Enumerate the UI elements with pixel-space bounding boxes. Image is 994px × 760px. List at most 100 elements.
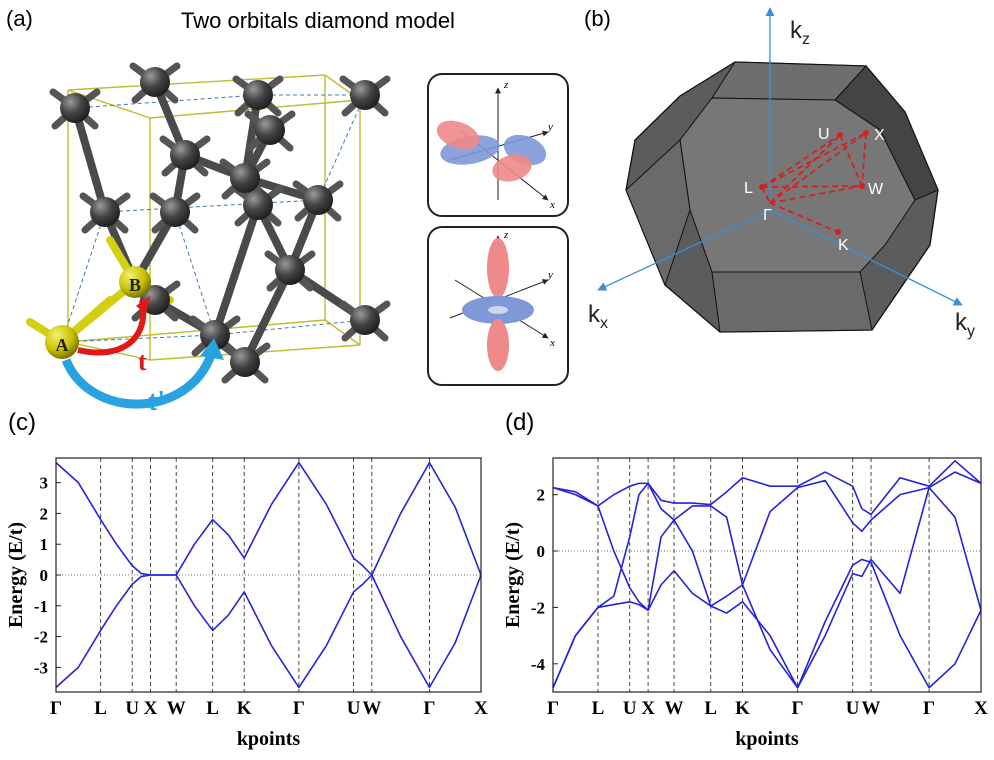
x-tick-label: Γ xyxy=(923,698,935,719)
x-tick-label: L xyxy=(592,698,605,719)
x-tick-label: U xyxy=(846,698,860,719)
x-tick-label: K xyxy=(237,698,252,719)
y-tick-label: 0 xyxy=(40,566,49,585)
y-tick-label: -1 xyxy=(34,597,48,616)
y-tick-label: -2 xyxy=(531,598,545,617)
axis-label: ky xyxy=(955,309,975,340)
x-tick-label: X xyxy=(144,698,158,719)
atom xyxy=(230,347,260,377)
k-label: K xyxy=(838,237,849,254)
k-label: X xyxy=(874,127,885,144)
atom xyxy=(243,80,273,110)
axis-label: z xyxy=(503,79,509,91)
axis-label: z xyxy=(503,229,509,241)
atom xyxy=(303,185,333,215)
orbital-box: z y x xyxy=(428,74,568,216)
x-tick-label: L xyxy=(206,698,219,719)
panel-label: (d) xyxy=(505,409,534,436)
x-tick-label: Γ xyxy=(423,698,435,719)
lobe xyxy=(487,238,509,298)
y-axis-label: Energy (E/t) xyxy=(502,522,524,628)
k-sub: z xyxy=(802,31,810,48)
atom xyxy=(255,115,285,145)
atom xyxy=(275,255,305,285)
k-label: W xyxy=(868,181,884,198)
y-tick-label: 0 xyxy=(537,542,546,561)
panel-label: (a) xyxy=(6,6,33,31)
atom xyxy=(243,190,273,220)
face xyxy=(712,272,872,332)
page: {"panels": { "a": {"label": "(a)", "titl… xyxy=(0,0,994,760)
y-tick-label: 3 xyxy=(40,474,49,493)
axis-label: x xyxy=(549,199,555,211)
hop-arrow xyxy=(78,300,143,353)
lobe xyxy=(487,319,509,371)
y-tick-label: 2 xyxy=(40,504,49,523)
hop-label: t xyxy=(138,347,147,376)
x-tick-label: U xyxy=(623,698,637,719)
y-tick-label: 2 xyxy=(537,486,546,505)
panel-label: (b) xyxy=(584,6,611,31)
x-axis-label: kpoints xyxy=(735,728,799,750)
x-tick-label: K xyxy=(735,698,750,719)
atom-label: A xyxy=(56,335,69,355)
atom xyxy=(350,305,380,335)
x-tick-label: W xyxy=(167,698,186,719)
atom-label: B xyxy=(129,275,141,295)
hop-label: t' xyxy=(148,386,165,417)
k-label: L xyxy=(744,180,753,197)
cell-dash xyxy=(105,200,318,212)
band-line xyxy=(56,463,481,575)
x-tick-label: U xyxy=(347,698,361,719)
panel-title: Two orbitals diamond model xyxy=(181,8,455,33)
atom xyxy=(160,197,190,227)
k-point xyxy=(837,132,843,138)
band-line xyxy=(56,575,481,687)
orbital-box: z y x xyxy=(428,227,568,385)
atom xyxy=(170,140,200,170)
panel-label: (c) xyxy=(8,409,36,436)
k-label: Γ xyxy=(763,207,772,224)
x-tick-label: L xyxy=(94,698,107,719)
torus-hole xyxy=(488,306,508,314)
y-tick-label: -4 xyxy=(531,655,546,674)
y-tick-label: -2 xyxy=(34,628,48,647)
axis-label: y xyxy=(547,269,553,281)
x-tick-label: X xyxy=(641,698,655,719)
y-tick-label: 1 xyxy=(40,535,49,554)
k-sub: y xyxy=(967,323,975,340)
axis-label: x xyxy=(549,337,555,349)
x-tick-label: W xyxy=(665,698,684,719)
k-point xyxy=(863,130,869,136)
k-point xyxy=(759,184,765,190)
atom xyxy=(140,67,170,97)
atom xyxy=(350,80,380,110)
x-tick-label: L xyxy=(704,698,717,719)
brillouin-zone: U X L W Γ K kz kx ky xyxy=(588,8,975,340)
x-tick-label: U xyxy=(125,698,139,719)
x-axis-label: kpoints xyxy=(237,728,301,750)
figure: (a) Two orbitals diamond model A Btt' z y… xyxy=(0,0,994,760)
crystal: A Btt' xyxy=(30,66,387,417)
axis-label: kx xyxy=(588,301,608,332)
x-tick-label: Γ xyxy=(50,698,62,719)
y-axis-label: Energy (E/t) xyxy=(5,522,27,628)
x-tick-label: Γ xyxy=(293,698,305,719)
x-tick-label: W xyxy=(362,698,381,719)
x-tick-label: X xyxy=(974,698,988,719)
cell-edge xyxy=(68,75,325,90)
k-sub: x xyxy=(600,315,608,332)
k-label: U xyxy=(818,126,830,143)
atom xyxy=(230,163,260,193)
k-point xyxy=(835,229,841,235)
atom xyxy=(60,93,90,123)
axis-label: y xyxy=(547,121,553,133)
band-line xyxy=(553,461,981,515)
x-tick-label: X xyxy=(474,698,488,719)
y-tick-label: -3 xyxy=(34,658,48,677)
k-point xyxy=(859,183,865,189)
x-tick-label: Γ xyxy=(547,698,559,719)
band-line xyxy=(553,472,981,688)
